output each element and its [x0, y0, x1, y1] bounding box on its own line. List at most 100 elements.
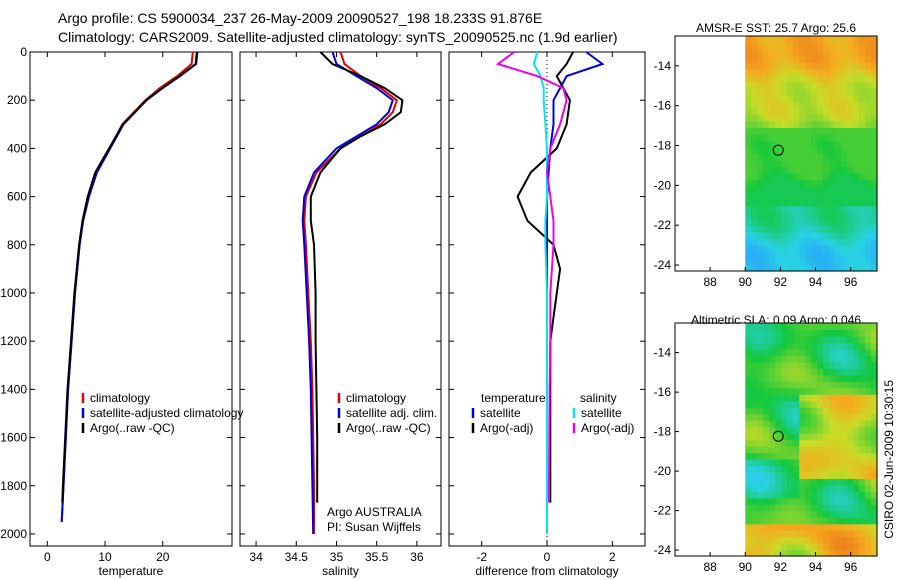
- sst-map-cell: [781, 36, 788, 44]
- sst-map-cell: [745, 244, 752, 252]
- sst-map-cell: [859, 140, 866, 148]
- sla-map-cell: [745, 471, 752, 479]
- sst-map-cell: [745, 88, 752, 96]
- sst-map-cell: [799, 140, 806, 148]
- sla-map-cell: [751, 420, 758, 428]
- sla-map-cell: [865, 361, 872, 369]
- sla-map-cell: [823, 407, 830, 415]
- sst-map-cell: [859, 81, 866, 89]
- sst-map-cell: [823, 127, 830, 135]
- salinity-legend-label: Argo(..raw -QC): [346, 421, 431, 435]
- sst-map-cell: [793, 127, 800, 135]
- sla-map-cell: [835, 446, 842, 454]
- sla-map-cell: [853, 335, 860, 343]
- sst-map-cell: [835, 179, 842, 187]
- sla-map-cell: [751, 491, 758, 499]
- salinity-profile-frame: [239, 51, 442, 547]
- sla-map-cell: [781, 510, 788, 518]
- sst-map-cell: [811, 36, 818, 44]
- sla-map-cell: [829, 426, 836, 434]
- sla-map-cell: [787, 543, 794, 551]
- sst-map-cell: [787, 264, 794, 272]
- sst-map-cell: [805, 218, 812, 226]
- sla-map-cell: [793, 471, 800, 479]
- salinity-profile-xtick-label: 35: [330, 550, 344, 564]
- sla-map-cell: [817, 329, 824, 337]
- sla-map-cell: [781, 536, 788, 544]
- sla-map-cell: [763, 439, 770, 447]
- sla-map-cell: [793, 394, 800, 402]
- sla-map-cell: [805, 348, 812, 356]
- sst-map-cell: [817, 199, 824, 207]
- sla-map-cell: [805, 329, 812, 337]
- sla-map-cell: [871, 523, 878, 531]
- sst-map-cell: [769, 133, 776, 141]
- sla-map-cell: [757, 523, 764, 531]
- sst-map-cell: [811, 238, 818, 246]
- sst-map-cell: [763, 160, 770, 168]
- sst-map-cell: [775, 218, 782, 226]
- float-pi-label: PI: Susan Wijffels: [327, 520, 421, 534]
- sla-map-cell: [811, 523, 818, 531]
- sst-map-cell: [751, 218, 758, 226]
- sla-map-cell: [799, 446, 806, 454]
- sla-map-cell: [865, 497, 872, 505]
- sst-map-cell: [847, 173, 854, 181]
- sst-map-cell: [811, 166, 818, 174]
- sst-map-cell: [769, 173, 776, 181]
- sla-map-cell: [811, 433, 818, 441]
- sla-map-cell: [793, 452, 800, 460]
- sla-map-cell: [829, 439, 836, 447]
- sst-map-cell: [859, 238, 866, 246]
- sst-map-cell: [799, 225, 806, 233]
- sst-map-cell: [787, 199, 794, 207]
- depth-tick-label: 2000: [0, 527, 27, 541]
- sst-map-cell: [793, 49, 800, 57]
- sla-map-cell: [799, 413, 806, 421]
- sla-map-cell: [793, 491, 800, 499]
- sla-map-cell: [853, 530, 860, 538]
- sla-map-cell: [811, 517, 818, 525]
- sst-map-cell: [871, 127, 878, 135]
- sst-map-cell: [871, 244, 878, 252]
- sla-map-cell: [865, 433, 872, 441]
- sla-map-cell: [805, 549, 812, 557]
- sla-map-cell: [817, 413, 824, 421]
- sst-map-cell: [847, 114, 854, 122]
- sla-map-cell: [769, 335, 776, 343]
- sst-map-cell: [811, 160, 818, 168]
- sla-map-cell: [751, 335, 758, 343]
- sla-map-cell: [853, 446, 860, 454]
- sst-map-cell: [853, 218, 860, 226]
- sla-map-cell: [853, 342, 860, 350]
- sst-map-ytick-label: -24: [654, 258, 672, 272]
- sst-map-cell: [787, 62, 794, 70]
- sla-map-cell: [865, 504, 872, 512]
- sst-map-cell: [841, 36, 848, 44]
- sst-map-cell: [781, 127, 788, 135]
- sst-map-cell: [793, 231, 800, 239]
- sst-map-cell: [829, 55, 836, 63]
- sla-map-cell: [787, 413, 794, 421]
- sst-map-cell: [829, 68, 836, 76]
- sla-map-cell: [775, 504, 782, 512]
- sst-map-cell: [829, 120, 836, 128]
- sla-map-cell: [853, 387, 860, 395]
- sla-map-cell: [787, 394, 794, 402]
- sst-map-cell: [787, 140, 794, 148]
- sst-map-cell: [841, 94, 848, 102]
- sla-map-cell: [799, 387, 806, 395]
- diff-legend-salinity-label: satellite: [581, 406, 622, 420]
- sst-map-cell: [835, 166, 842, 174]
- depth-tick-label: 1000: [0, 286, 27, 300]
- sst-map-cell: [781, 75, 788, 83]
- sla-map-cell: [805, 504, 812, 512]
- sst-map-cell: [751, 75, 758, 83]
- sst-map-cell: [853, 212, 860, 220]
- sla-map-cell: [757, 504, 764, 512]
- sla-map-cell: [805, 368, 812, 376]
- sst-map-cell: [799, 68, 806, 76]
- sst-map-cell: [865, 264, 872, 272]
- sla-map-cell: [805, 543, 812, 551]
- sla-map-cell: [769, 446, 776, 454]
